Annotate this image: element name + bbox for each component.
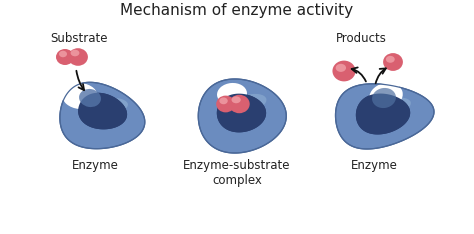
Ellipse shape <box>231 96 241 103</box>
Text: Products: Products <box>336 32 387 44</box>
Ellipse shape <box>229 95 250 113</box>
Text: Enzyme-substrate
complex: Enzyme-substrate complex <box>183 159 291 187</box>
Polygon shape <box>356 94 410 135</box>
Ellipse shape <box>228 94 266 114</box>
Ellipse shape <box>372 88 396 108</box>
Ellipse shape <box>219 97 228 104</box>
Ellipse shape <box>56 49 74 65</box>
Ellipse shape <box>79 89 101 107</box>
Ellipse shape <box>90 98 128 114</box>
Polygon shape <box>356 94 410 135</box>
Ellipse shape <box>383 53 403 71</box>
Ellipse shape <box>369 83 403 109</box>
Ellipse shape <box>332 61 356 81</box>
Text: Mechanism of enzyme activity: Mechanism of enzyme activity <box>120 3 354 18</box>
Ellipse shape <box>68 48 88 66</box>
Polygon shape <box>198 79 286 153</box>
Polygon shape <box>78 93 127 129</box>
Ellipse shape <box>367 98 411 118</box>
Ellipse shape <box>336 64 346 72</box>
Polygon shape <box>78 93 127 129</box>
Ellipse shape <box>216 96 235 112</box>
Text: Substrate: Substrate <box>50 32 108 44</box>
Ellipse shape <box>386 56 395 63</box>
Text: Enzyme: Enzyme <box>72 160 118 172</box>
Text: Enzyme: Enzyme <box>351 160 397 172</box>
Ellipse shape <box>217 83 247 105</box>
Polygon shape <box>60 82 145 149</box>
Polygon shape <box>217 94 266 132</box>
Polygon shape <box>336 84 434 149</box>
Polygon shape <box>217 94 266 132</box>
Ellipse shape <box>62 83 98 109</box>
Ellipse shape <box>71 50 80 56</box>
Ellipse shape <box>59 51 67 57</box>
